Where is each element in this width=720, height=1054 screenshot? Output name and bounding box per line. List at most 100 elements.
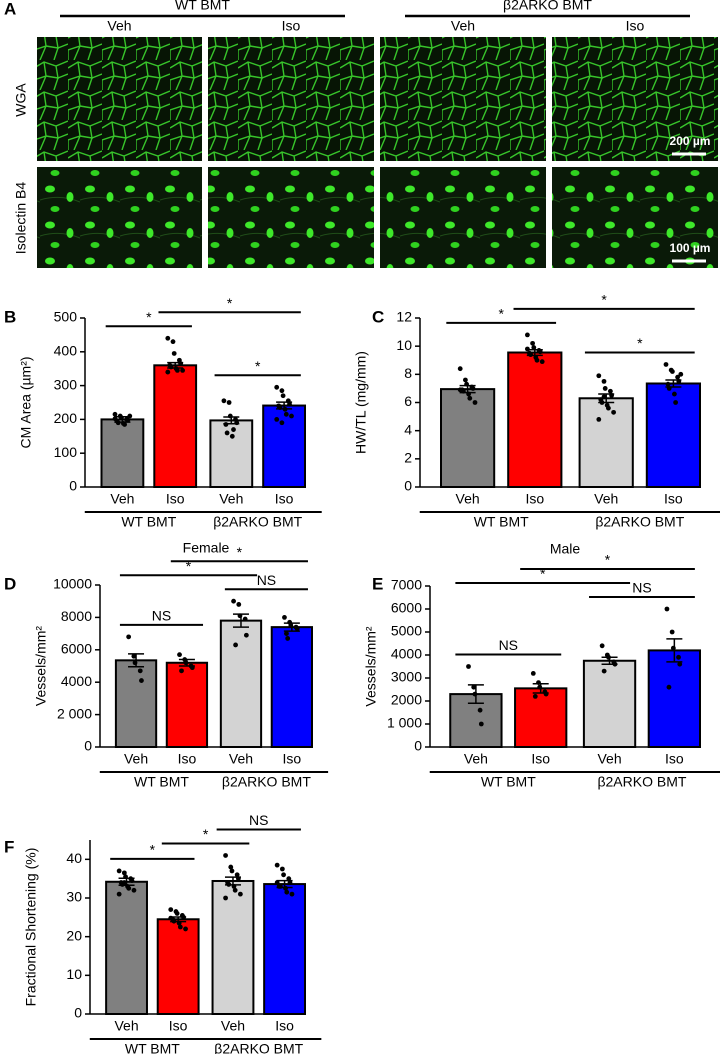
data-point: [536, 680, 541, 685]
data-point: [601, 394, 607, 400]
data-point: [665, 381, 671, 387]
y-tick-label: 2 000: [57, 705, 92, 721]
data-point: [467, 395, 473, 401]
data-point: [170, 339, 176, 345]
bar: [105, 880, 148, 1016]
significance-label: *: [540, 566, 546, 582]
y-tick-label: 300: [54, 376, 78, 392]
bar: [645, 382, 701, 488]
bar: [262, 404, 307, 488]
micrograph-b4: [552, 167, 718, 268]
data-point: [223, 853, 228, 858]
data-point: [115, 420, 121, 426]
y-tick-label: 4000: [391, 646, 422, 662]
data-point: [116, 868, 122, 874]
data-point: [226, 400, 232, 405]
y-tick-label: 40: [66, 850, 82, 866]
x-tick-label: Veh: [219, 491, 243, 507]
data-point: [463, 377, 468, 383]
x-tick-label: Iso: [169, 1018, 188, 1034]
y-tick-label: 0: [69, 478, 77, 494]
x-tick-label: Iso: [525, 491, 544, 507]
data-point: [287, 401, 292, 407]
data-point: [285, 636, 291, 641]
data-point: [131, 653, 137, 659]
data-point: [112, 411, 118, 417]
data-point: [534, 357, 540, 363]
data-point: [601, 378, 607, 384]
x-tick-label: Iso: [665, 751, 684, 767]
data-point: [229, 868, 235, 874]
data-point: [231, 884, 237, 889]
group-label: WT BMT: [134, 774, 189, 790]
micrograph-wga: [208, 37, 374, 161]
data-point: [669, 629, 675, 635]
x-tick-label: Veh: [597, 751, 621, 767]
data-point: [126, 885, 132, 891]
micrograph-b4: [380, 167, 546, 268]
data-point: [457, 387, 463, 393]
data-point: [478, 721, 484, 727]
y-tick-label: 6: [404, 393, 412, 409]
micrograph-wga: [380, 37, 546, 161]
data-point: [537, 349, 543, 355]
y-tick-label: 10: [66, 966, 82, 982]
scale-label: 200 µm: [670, 134, 711, 148]
bar: [270, 626, 313, 748]
data-point: [129, 878, 135, 883]
data-point: [279, 866, 285, 872]
data-point: [237, 613, 243, 619]
data-point: [223, 422, 229, 427]
y-tick-label: 4000: [61, 673, 92, 689]
data-point: [179, 668, 184, 674]
significance-label: *: [255, 358, 261, 374]
data-point: [277, 405, 283, 410]
bar: [647, 649, 702, 749]
y-axis-label: HW/TL (mg/mm): [353, 351, 369, 454]
data-point: [672, 391, 677, 397]
data-point: [477, 707, 483, 713]
data-point: [282, 615, 287, 620]
group-label: β2ARKO BMT: [214, 1041, 303, 1054]
data-point: [242, 616, 248, 622]
data-point: [677, 661, 683, 667]
data-point: [606, 654, 611, 660]
data-point: [457, 366, 463, 372]
data-point: [177, 924, 183, 930]
data-point: [676, 378, 682, 384]
bar: [507, 351, 563, 489]
bar: [219, 619, 263, 749]
group-label: WT BMT: [121, 514, 176, 530]
data-point: [525, 332, 530, 338]
data-point: [525, 346, 530, 352]
x-tick-label: Iso: [531, 751, 550, 767]
column-label: Iso: [282, 18, 301, 34]
bar: [156, 918, 200, 1015]
significance-label: NS: [257, 572, 276, 588]
data-point: [177, 652, 182, 658]
significance-label: *: [227, 295, 233, 311]
y-tick-label: 500: [54, 309, 78, 325]
data-point: [663, 362, 669, 367]
data-point: [226, 882, 232, 887]
data-point: [287, 880, 293, 885]
data-point: [235, 876, 241, 882]
x-tick-label: Iso: [178, 751, 197, 767]
y-axis-label: Fractional Shortening (%): [23, 848, 39, 1007]
data-point: [126, 634, 132, 640]
data-point: [283, 411, 289, 417]
panel-label: D: [4, 574, 16, 593]
data-point: [279, 388, 285, 394]
group-label: WT BMT: [125, 1041, 180, 1054]
data-point: [165, 335, 171, 341]
data-point: [234, 872, 240, 878]
group-label: WT BMT: [474, 514, 529, 530]
data-point: [543, 691, 549, 697]
data-point: [224, 430, 230, 436]
data-point: [165, 369, 171, 375]
data-point: [227, 413, 233, 419]
x-tick-label: Iso: [166, 491, 185, 507]
data-point: [231, 427, 236, 432]
bar: [263, 883, 306, 1016]
